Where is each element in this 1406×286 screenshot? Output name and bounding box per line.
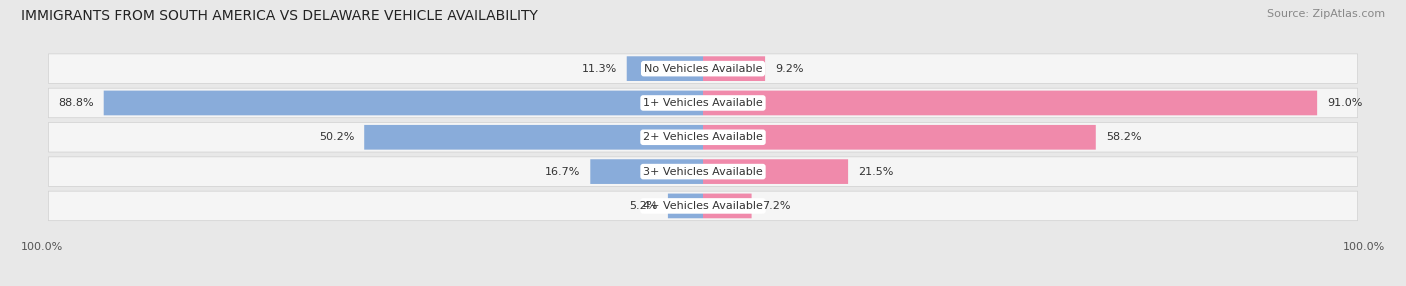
Text: 100.0%: 100.0% (21, 242, 63, 252)
Text: IMMIGRANTS FROM SOUTH AMERICA VS DELAWARE VEHICLE AVAILABILITY: IMMIGRANTS FROM SOUTH AMERICA VS DELAWAR… (21, 9, 538, 23)
Text: 7.2%: 7.2% (762, 201, 790, 211)
Text: 88.8%: 88.8% (58, 98, 94, 108)
Text: 50.2%: 50.2% (319, 132, 354, 142)
FancyBboxPatch shape (703, 56, 765, 81)
FancyBboxPatch shape (703, 91, 1317, 115)
Text: 91.0%: 91.0% (1327, 98, 1362, 108)
FancyBboxPatch shape (48, 191, 1358, 221)
FancyBboxPatch shape (703, 125, 1095, 150)
FancyBboxPatch shape (668, 194, 703, 218)
Text: 3+ Vehicles Available: 3+ Vehicles Available (643, 167, 763, 176)
FancyBboxPatch shape (48, 157, 1358, 186)
FancyBboxPatch shape (48, 54, 1358, 84)
Text: 16.7%: 16.7% (544, 167, 581, 176)
FancyBboxPatch shape (703, 194, 752, 218)
Text: 5.2%: 5.2% (630, 201, 658, 211)
FancyBboxPatch shape (703, 159, 848, 184)
Text: 100.0%: 100.0% (1343, 242, 1385, 252)
FancyBboxPatch shape (364, 125, 703, 150)
Text: 21.5%: 21.5% (858, 167, 894, 176)
FancyBboxPatch shape (48, 122, 1358, 152)
FancyBboxPatch shape (627, 56, 703, 81)
Text: 1+ Vehicles Available: 1+ Vehicles Available (643, 98, 763, 108)
FancyBboxPatch shape (591, 159, 703, 184)
Text: 58.2%: 58.2% (1107, 132, 1142, 142)
FancyBboxPatch shape (48, 88, 1358, 118)
Text: Source: ZipAtlas.com: Source: ZipAtlas.com (1267, 9, 1385, 19)
Text: No Vehicles Available: No Vehicles Available (644, 64, 762, 74)
Text: 4+ Vehicles Available: 4+ Vehicles Available (643, 201, 763, 211)
Text: 11.3%: 11.3% (581, 64, 617, 74)
Text: 9.2%: 9.2% (775, 64, 804, 74)
Text: 2+ Vehicles Available: 2+ Vehicles Available (643, 132, 763, 142)
FancyBboxPatch shape (104, 91, 703, 115)
